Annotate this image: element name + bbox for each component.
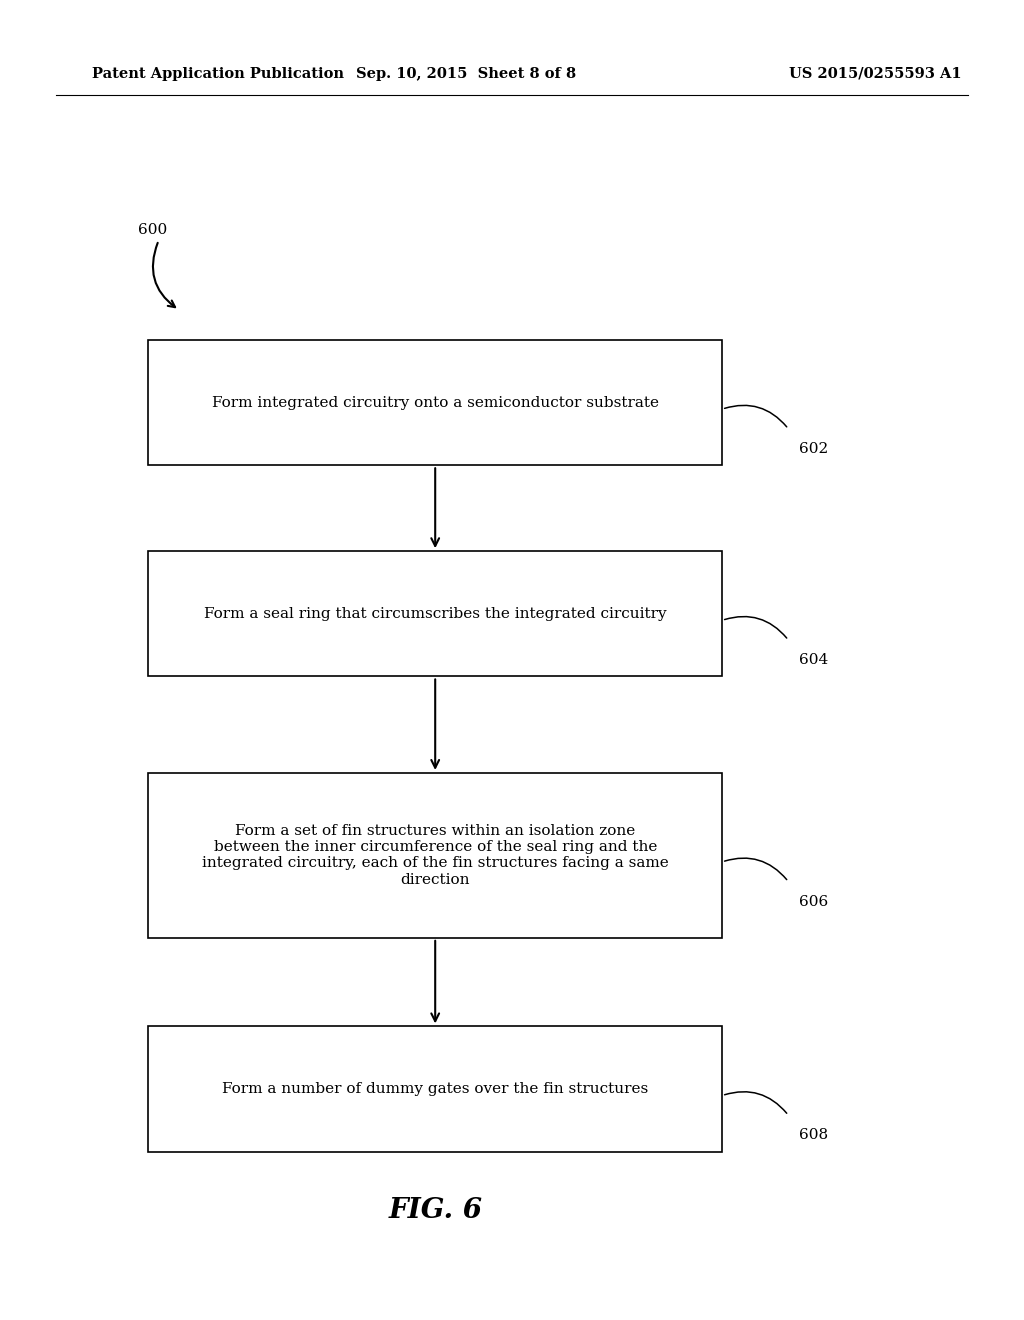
Text: Form a set of fin structures within an isolation zone
between the inner circumfe: Form a set of fin structures within an i…: [202, 824, 669, 887]
Text: 604: 604: [799, 653, 828, 667]
Text: 600: 600: [138, 223, 168, 236]
Bar: [148, 341, 722, 466]
Text: Patent Application Publication: Patent Application Publication: [92, 67, 344, 81]
Text: Form integrated circuitry onto a semiconductor substrate: Form integrated circuitry onto a semicon…: [212, 396, 658, 409]
Bar: [148, 774, 722, 937]
Text: Sep. 10, 2015  Sheet 8 of 8: Sep. 10, 2015 Sheet 8 of 8: [356, 67, 575, 81]
Text: Form a seal ring that circumscribes the integrated circuitry: Form a seal ring that circumscribes the …: [204, 607, 667, 620]
Text: FIG. 6: FIG. 6: [388, 1197, 482, 1224]
Text: 602: 602: [799, 442, 828, 455]
Text: Form a number of dummy gates over the fin structures: Form a number of dummy gates over the fi…: [222, 1082, 648, 1096]
Bar: [148, 1027, 722, 1151]
Text: 606: 606: [799, 895, 828, 908]
Text: US 2015/0255593 A1: US 2015/0255593 A1: [790, 67, 962, 81]
Bar: [148, 552, 722, 676]
Text: 608: 608: [799, 1129, 827, 1142]
